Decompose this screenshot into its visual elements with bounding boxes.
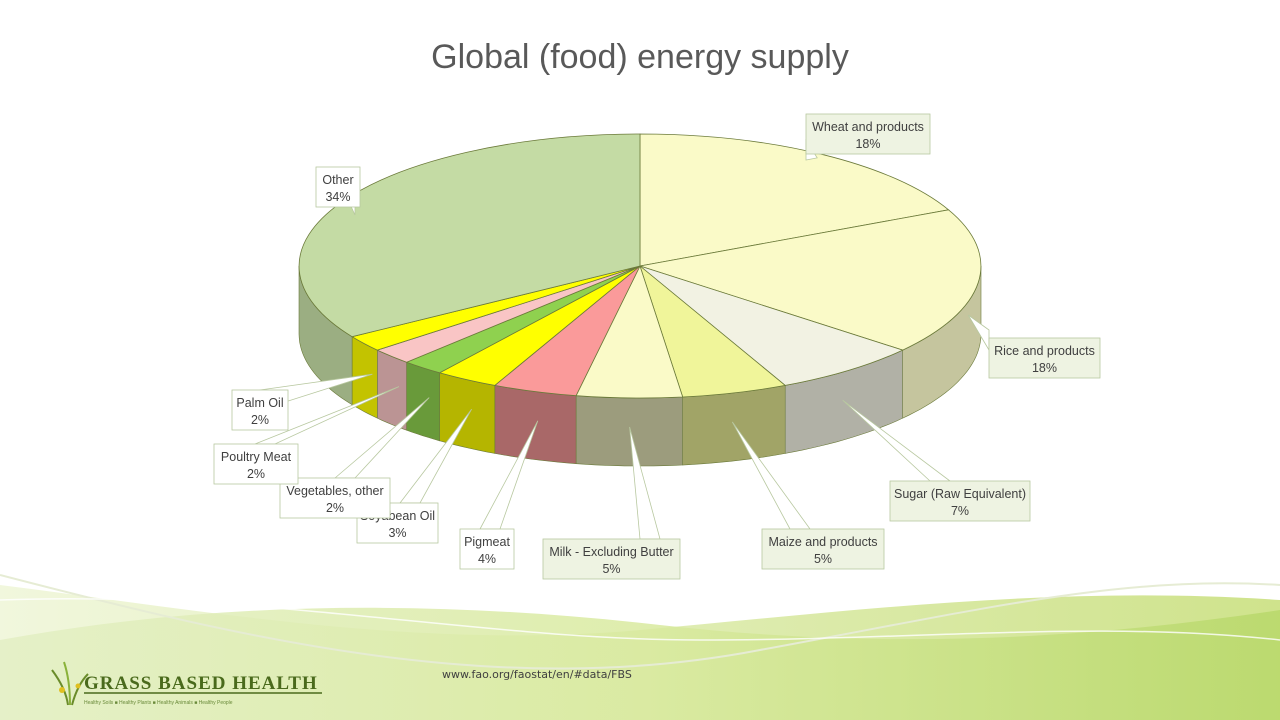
pie-slice-0 [639,133,950,267]
source-link[interactable]: www.fao.org/faostat/en/#data/FBS [442,668,632,681]
pie-slice-2 [639,265,904,386]
data-label-box-0 [805,113,931,155]
data-label-box-1 [988,337,1101,379]
data-label-value-9: 2% [251,413,269,427]
data-label-box-5 [459,528,515,570]
pie-top [298,133,982,399]
data-label-name-0: Wheat and products [812,120,924,134]
chart-title: Global (food) energy supply [431,38,849,76]
data-label-box-8 [213,443,299,485]
data-label-name-8: Poultry Meat [221,450,292,464]
data-label-value-1: 18% [1032,361,1057,375]
data-label-value-7: 2% [326,501,344,515]
data-label-box-7 [279,477,391,519]
data-label-value-10: 34% [325,190,350,204]
logo-name: GRASS BASED HEALTH [84,673,318,694]
data-label-box-10 [315,166,361,208]
data-label-name-5: Pigmeat [464,535,510,549]
grass-based-health-logo: GRASS BASED HEALTH Healthy Soils ■ Healt… [51,661,322,706]
data-label-name-4: Milk - Excluding Butter [549,545,673,559]
logo-tagline: Healthy Soils ■ Healthy Plants ■ Healthy… [84,700,233,706]
data-label-name-3: Maize and products [768,535,877,549]
data-label-name-1: Rice and products [994,344,1095,358]
pie-labels: Wheat and products 18% Rice and products 18… [213,113,1101,580]
pie-sides [298,265,982,467]
data-label-name-2: Sugar (Raw Equivalent) [894,487,1026,501]
data-label-box-3 [761,528,885,570]
data-label-value-6: 3% [388,526,406,540]
grass-icon [51,661,89,706]
data-label-box-9 [231,389,289,431]
data-label-value-2: 7% [951,504,969,518]
data-label-value-3: 5% [814,552,832,566]
data-label-name-10: Other [322,173,353,187]
pie-slice-1 [639,209,982,351]
pie-side-7 [406,361,440,442]
data-label-box-4 [542,538,681,580]
data-label-name-7: Vegetables, other [286,484,383,498]
data-label-name-9: Palm Oil [236,396,283,410]
data-label-value-5: 4% [478,552,496,566]
data-label-value-0: 18% [855,137,880,151]
data-label-value-4: 5% [602,562,620,576]
data-label-value-8: 2% [247,467,265,481]
pie-side-4 [575,395,683,467]
data-label-box-2 [889,480,1031,522]
